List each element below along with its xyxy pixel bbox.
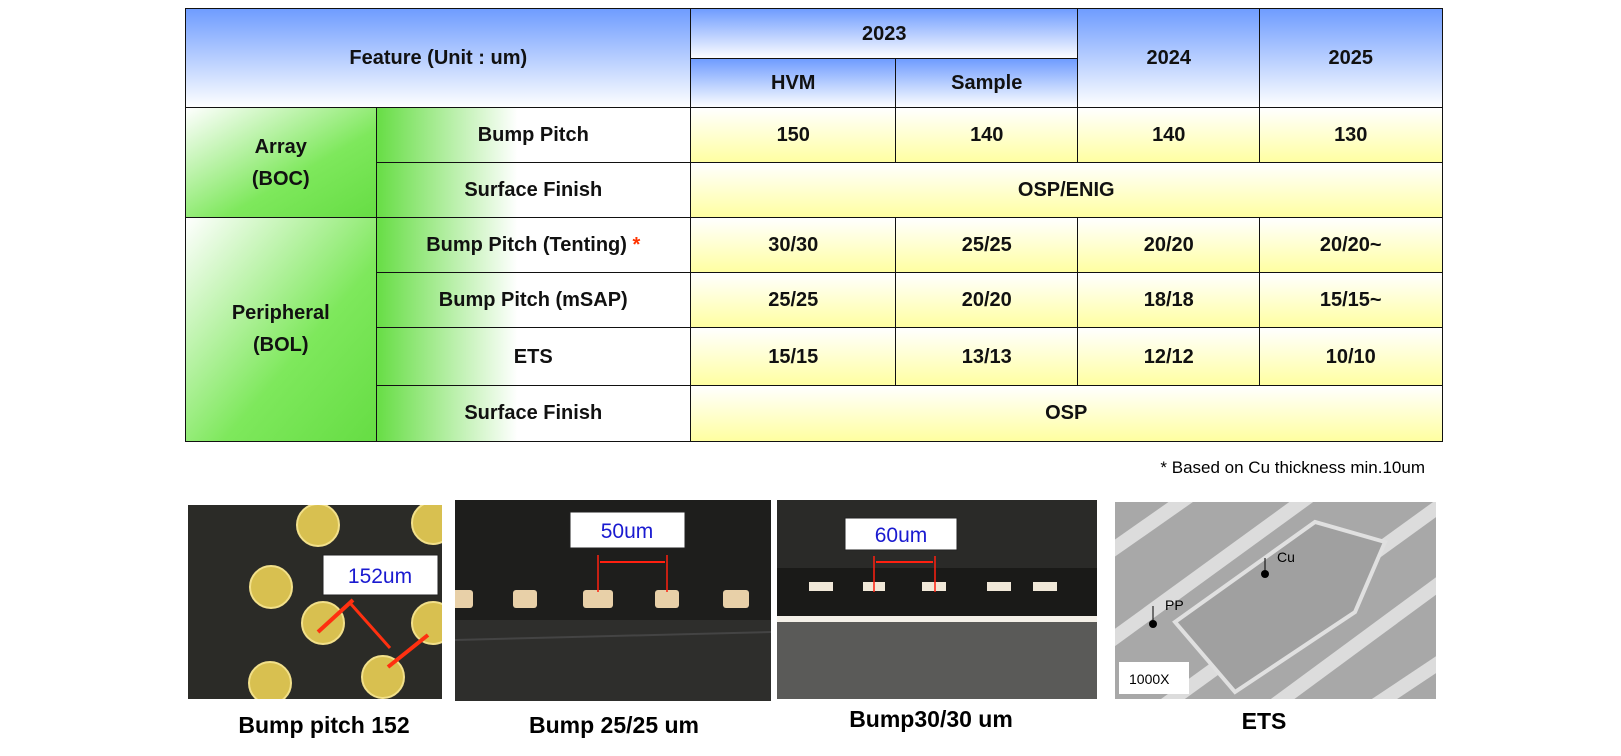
value-cell: 18/18 <box>1077 272 1261 329</box>
header-cell: 2024 <box>1077 8 1261 109</box>
value-cell: 20/20 <box>895 272 1079 329</box>
feature-line: ETS <box>514 341 553 373</box>
header-text: Feature (Unit : um) <box>349 47 528 70</box>
feature-line: Bump Pitch <box>478 119 589 151</box>
header-cell: 2025 <box>1259 8 1443 109</box>
value-cell: OSP <box>690 385 1443 442</box>
header-cell: Feature (Unit : um) <box>185 8 692 109</box>
group-text: Array <box>254 135 307 158</box>
value-cell: 15/15~ <box>1259 272 1443 329</box>
photo-bump-30: 60um <box>777 500 1097 699</box>
value-text: 20/20~ <box>1319 234 1382 257</box>
label: PP <box>1165 597 1184 613</box>
feature-line: Surface Finish <box>464 397 602 429</box>
feature-line: Surface Finish <box>464 174 602 206</box>
header-text: HVM <box>771 72 816 95</box>
feature-cell: Bump Pitch (mSAP) <box>375 272 692 329</box>
feature-line: Bump Pitch (Tenting) * <box>426 229 640 261</box>
feature-text: Bump Pitch (mSAP) <box>438 289 628 312</box>
value-cell: 130 <box>1259 107 1443 164</box>
label: 152um <box>348 565 412 588</box>
feature-cell: Bump Pitch (Tenting) * <box>375 217 692 274</box>
value-text: 12/12 <box>1143 345 1194 368</box>
caption: Bump 25/25 um <box>529 712 699 738</box>
photo-bump-25: 50um <box>455 500 771 701</box>
feature-cell: Surface Finish <box>375 162 692 219</box>
feature-cell: ETS <box>375 327 692 387</box>
feature-text: Surface Finish <box>464 402 603 425</box>
value-text: 150 <box>776 124 810 147</box>
group-cell: Array (BOC) <box>185 107 377 219</box>
feature-text: Bump Pitch (Tenting) <box>426 234 627 257</box>
header-text: 2024 <box>1146 47 1192 70</box>
value-cell: 20/20~ <box>1259 217 1443 274</box>
value-cell: 25/25 <box>690 272 897 329</box>
value-cell: 140 <box>895 107 1079 164</box>
header-cell: 2023 <box>690 8 1079 60</box>
value-text: 13/13 <box>961 345 1012 368</box>
value-cell: 13/13 <box>895 327 1079 387</box>
feature-cell: Bump Pitch <box>375 107 692 164</box>
value-cell: 140 <box>1077 107 1261 164</box>
value-text: 25/25 <box>768 289 819 312</box>
value-text: OSP/ENIG <box>1017 179 1115 202</box>
photo-ets: Cu PP 1000X <box>1115 502 1436 699</box>
value-cell: 30/30 <box>690 217 897 274</box>
value-text: 15/15 <box>768 345 819 368</box>
feature-text: ETS <box>513 345 553 368</box>
value-text: 140 <box>970 124 1004 147</box>
photo-bump-pitch: 152um <box>188 505 442 699</box>
label: 50um <box>601 520 654 543</box>
value-cell: 25/25 <box>895 217 1079 274</box>
feature-cell: Surface Finish <box>375 385 692 442</box>
group-text: (BOL) <box>252 334 309 357</box>
value-text: 25/25 <box>961 234 1012 257</box>
value-cell: 12/12 <box>1077 327 1261 387</box>
footnote: * Based on Cu thickness min.10um <box>1160 458 1425 477</box>
header-text: Sample <box>951 72 1023 95</box>
feature-line: Bump Pitch (mSAP) <box>439 284 628 316</box>
header-text: 2025 <box>1328 47 1374 70</box>
feature-text: Bump Pitch <box>477 124 589 147</box>
value-cell: OSP/ENIG <box>690 162 1443 219</box>
header-cell: HVM <box>690 58 897 109</box>
label: 60um <box>875 524 928 547</box>
value-cell: 10/10 <box>1259 327 1443 387</box>
label: 1000X <box>1129 671 1170 687</box>
group-cell: Peripheral (BOL) <box>185 217 377 442</box>
value-text: 20/20 <box>961 289 1012 312</box>
caption: Bump pitch 152 <box>238 712 410 738</box>
value-text: 15/15~ <box>1319 289 1382 312</box>
value-text: 130 <box>1334 124 1368 147</box>
value-text: 20/20 <box>1143 234 1194 257</box>
caption: Bump30/30 um <box>849 706 1013 732</box>
value-cell: 20/20 <box>1077 217 1261 274</box>
feature-text: Surface Finish <box>464 179 603 202</box>
value-text: 10/10 <box>1325 345 1376 368</box>
value-text: 30/30 <box>768 234 819 257</box>
header-cell: Sample <box>895 58 1079 109</box>
header-text: 2023 <box>862 22 907 45</box>
value-cell: 150 <box>690 107 897 164</box>
value-text: 140 <box>1152 124 1186 147</box>
group-text: (BOC) <box>251 167 310 190</box>
caption: ETS <box>1241 708 1287 734</box>
label: Cu <box>1277 549 1295 565</box>
value-cell: 15/15 <box>690 327 897 387</box>
group-text: Peripheral <box>231 302 330 325</box>
footnote-marker: * <box>632 234 641 257</box>
value-text: OSP <box>1045 402 1088 425</box>
value-text: 18/18 <box>1143 289 1194 312</box>
